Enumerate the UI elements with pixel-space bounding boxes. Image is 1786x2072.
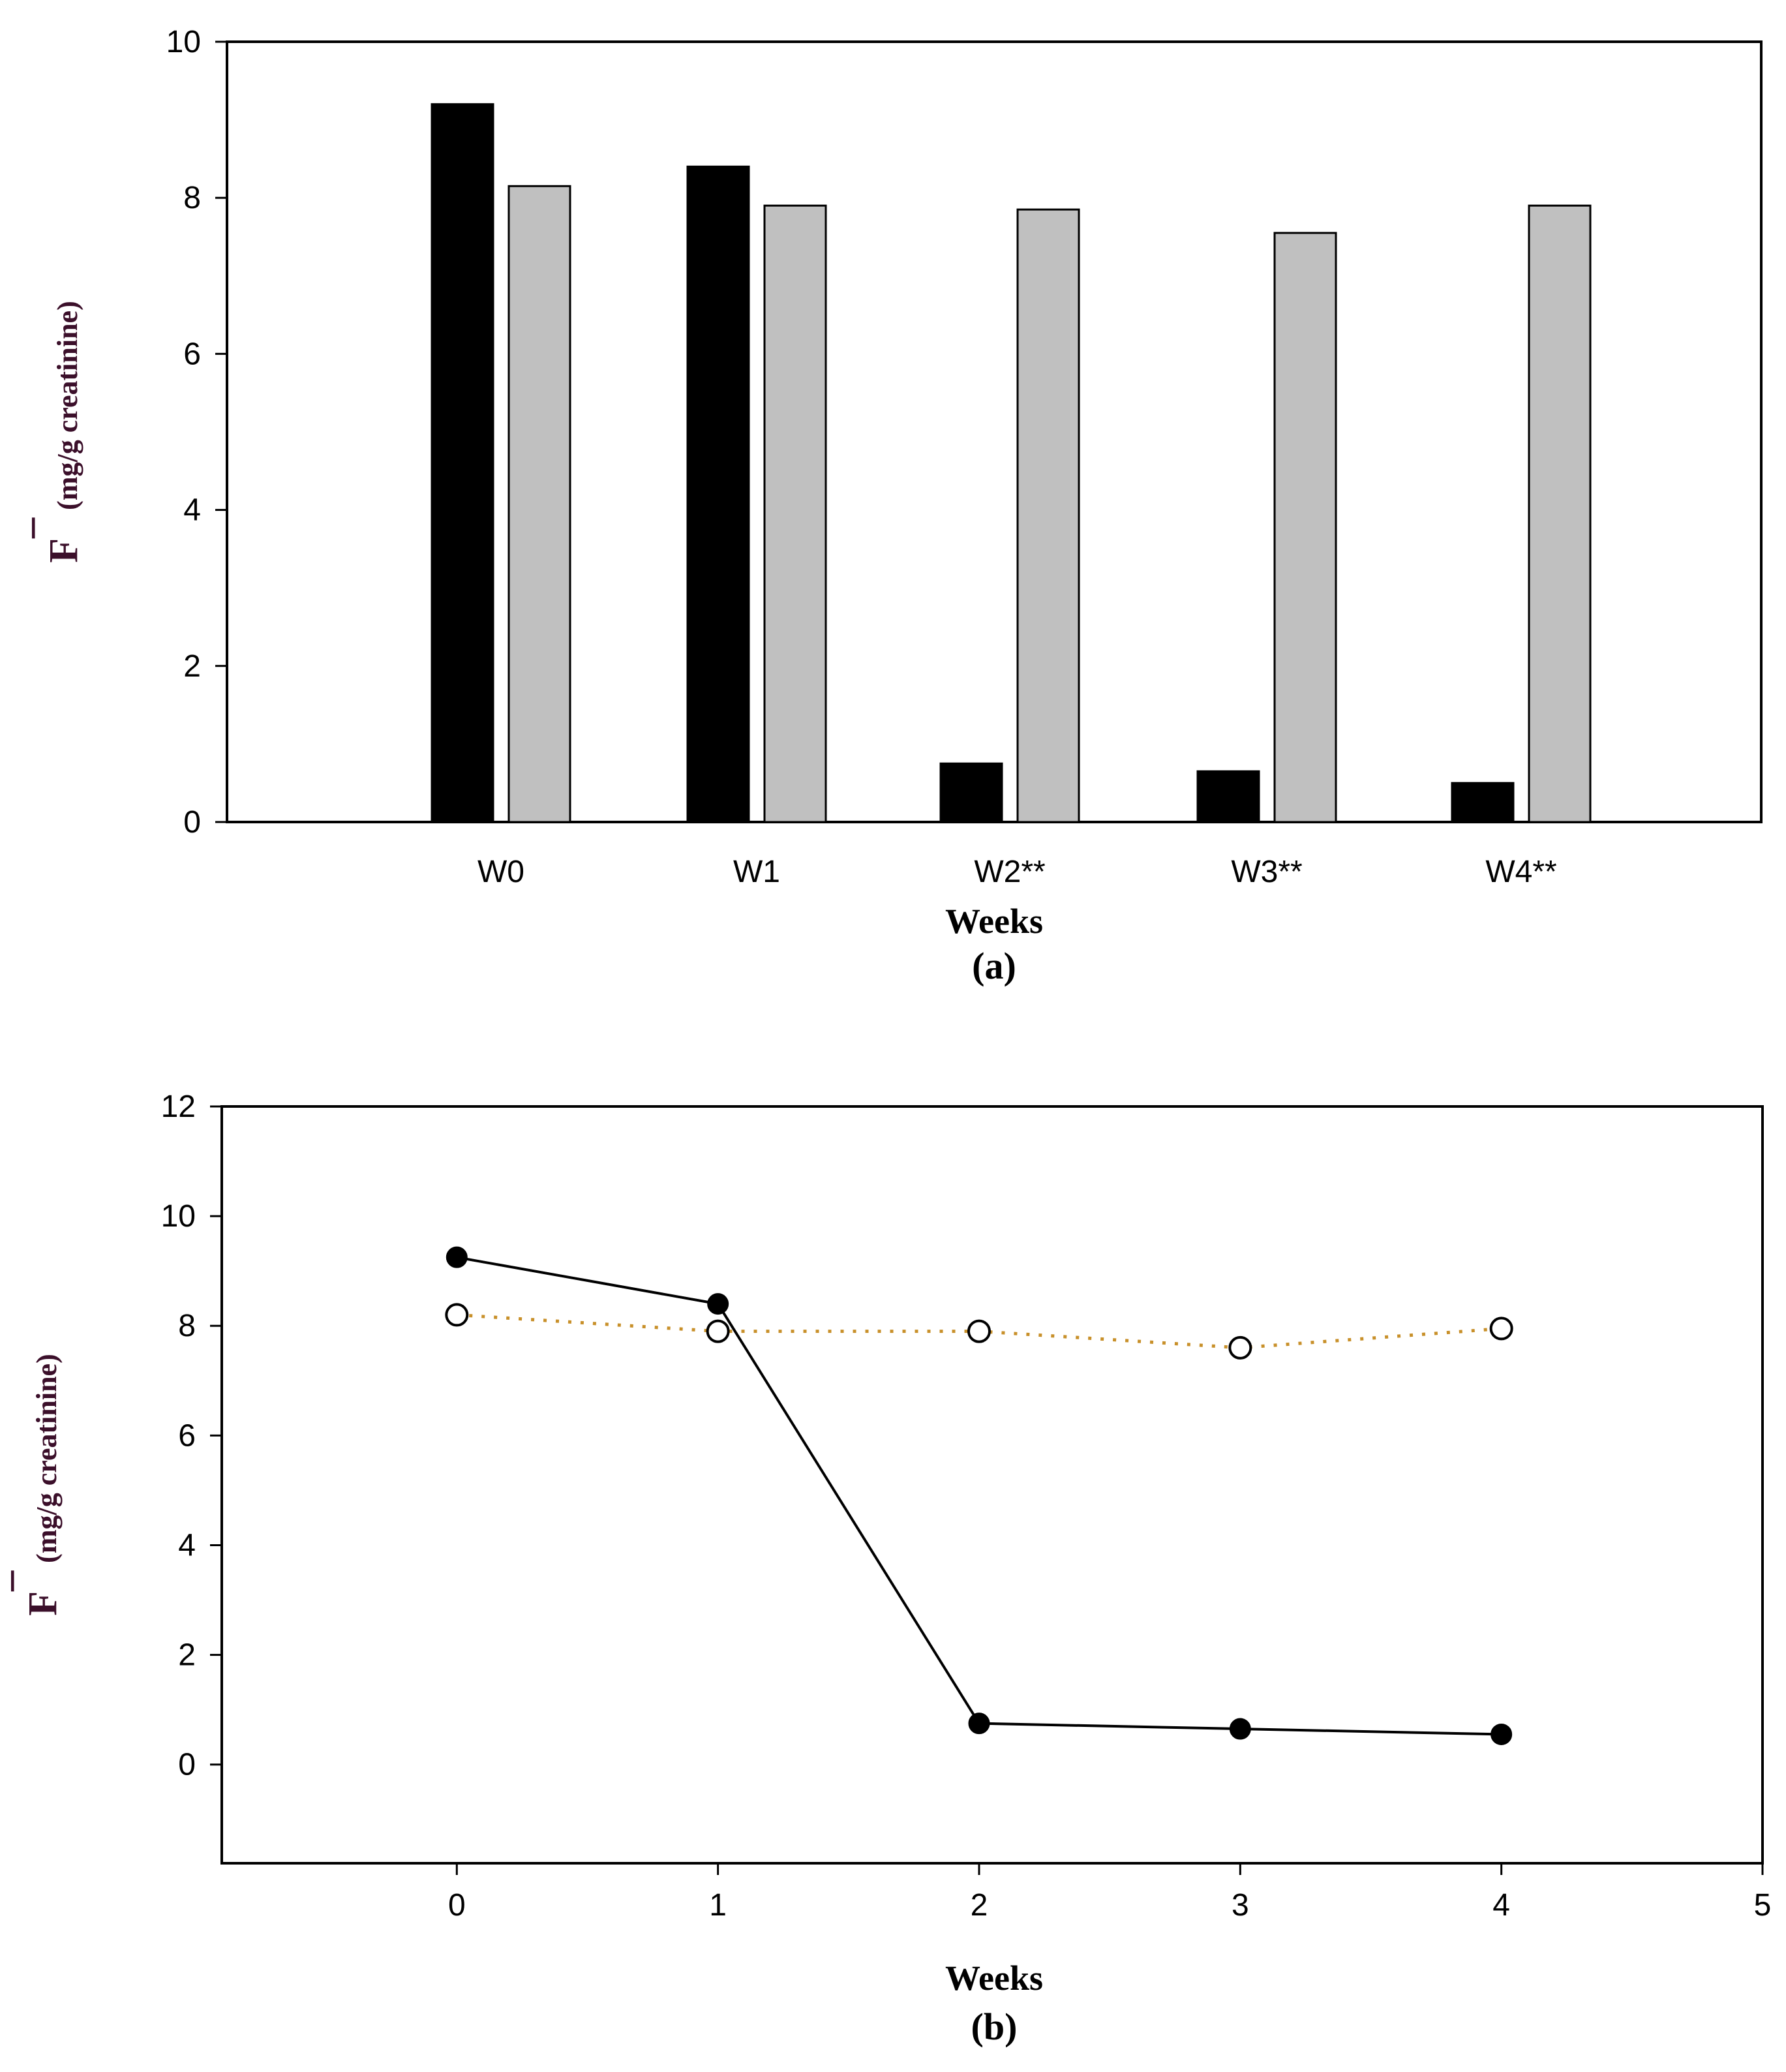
y-tick-label-a: 8	[183, 181, 201, 215]
marker-filled-circles	[1229, 1718, 1251, 1740]
y-tick-label-b: 12	[161, 1089, 196, 1124]
y-tick-label-a: 6	[183, 337, 201, 371]
bar-series-2-W0	[507, 185, 571, 823]
y-axis-label-b: F¯ (mg/g creatinine)	[7, 1354, 65, 1615]
marker-open-circles	[706, 1319, 730, 1343]
x-axis-label-a: Weeks	[945, 902, 1043, 941]
x-tick-label-b: 5	[1754, 1888, 1772, 1923]
y-tick-label-b: 0	[178, 1748, 196, 1782]
bar-series-2-W2	[1016, 208, 1080, 823]
marker-open-circles	[967, 1319, 991, 1343]
y-axis-superscript-a: ¯	[27, 517, 72, 539]
y-tick-label-b: 10	[161, 1199, 196, 1234]
bar-series-2-W3	[1273, 232, 1337, 823]
y-tick-label-a: 2	[183, 649, 201, 684]
x-tick-label-a: W0	[477, 855, 524, 889]
bar-series-2-W1	[763, 204, 827, 823]
bar-series-2-W4	[1528, 204, 1592, 823]
marker-open-circles	[1228, 1335, 1252, 1360]
x-tick-label-b: 3	[1232, 1888, 1249, 1923]
marker-filled-circles	[968, 1713, 990, 1735]
series-markers-b	[445, 1246, 1513, 1745]
x-axis-label-b: Weeks	[945, 1958, 1043, 1998]
marker-open-circles	[445, 1303, 469, 1327]
y-axis-symbol-a: F	[42, 538, 86, 563]
y-axis-unit-b: (mg/g creatinine)	[31, 1354, 63, 1563]
y-tick-label-a: 10	[166, 25, 201, 59]
marker-filled-circles	[707, 1293, 729, 1315]
x-tick-label-b: 4	[1492, 1888, 1510, 1923]
x-tick-label-b: 2	[971, 1888, 988, 1923]
x-tick-labels-a: W0 W1 W2** W3** W4**	[477, 855, 1557, 889]
y-tick-label-a: 4	[183, 493, 201, 528]
svg-text:F¯(mg/g creatinine): F¯ (mg/g creatinine)	[27, 301, 86, 562]
panel-label-a: (a)	[972, 945, 1016, 987]
x-tick-label-b: 1	[709, 1888, 727, 1923]
plot-frame-b	[220, 1105, 1764, 1865]
bar-series-1-W4	[1451, 782, 1515, 823]
bar-series-1-W0	[431, 103, 494, 823]
marker-filled-circles	[446, 1246, 468, 1268]
panel-label-b: (b)	[971, 2005, 1018, 2048]
svg-text:F¯(mg/g creatinine): F¯ (mg/g creatinine)	[7, 1354, 65, 1615]
bar-series-1-W2	[939, 762, 1003, 823]
x-tick-label-a: W4**	[1485, 855, 1556, 889]
y-tick-label-b: 8	[178, 1309, 196, 1343]
bars-a	[431, 103, 1592, 823]
bar-series-1-W1	[686, 165, 750, 823]
y-tick-label-b: 2	[178, 1638, 196, 1673]
y-tick-label-b: 6	[178, 1418, 196, 1453]
y-ticks-a: 0 2 4 6 8 10	[166, 25, 227, 840]
x-tick-label-a: W3**	[1231, 855, 1302, 889]
bar-chart-panel-a: 0 2 4 6 8 10 W0 W1 W2** W3** W4** Weeks (a) F¯ (mg…	[27, 25, 1763, 987]
x-tick-label-a: W2**	[974, 855, 1045, 889]
y-axis-unit-a: (mg/g creatinine)	[52, 301, 83, 510]
y-axis-label-a: F¯ (mg/g creatinine)	[27, 301, 86, 562]
y-axis-symbol-b: F	[21, 1591, 65, 1616]
marker-filled-circles	[1491, 1723, 1513, 1745]
x-tick-label-a: W1	[733, 855, 780, 889]
marker-open-circles	[1489, 1317, 1513, 1341]
bar-series-1-W3	[1196, 770, 1260, 823]
y-tick-label-b: 4	[178, 1528, 196, 1562]
x-tick-label-b: 0	[448, 1888, 466, 1923]
y-tick-label-a: 0	[183, 805, 201, 840]
y-axis-superscript-b: ¯	[7, 1570, 51, 1592]
